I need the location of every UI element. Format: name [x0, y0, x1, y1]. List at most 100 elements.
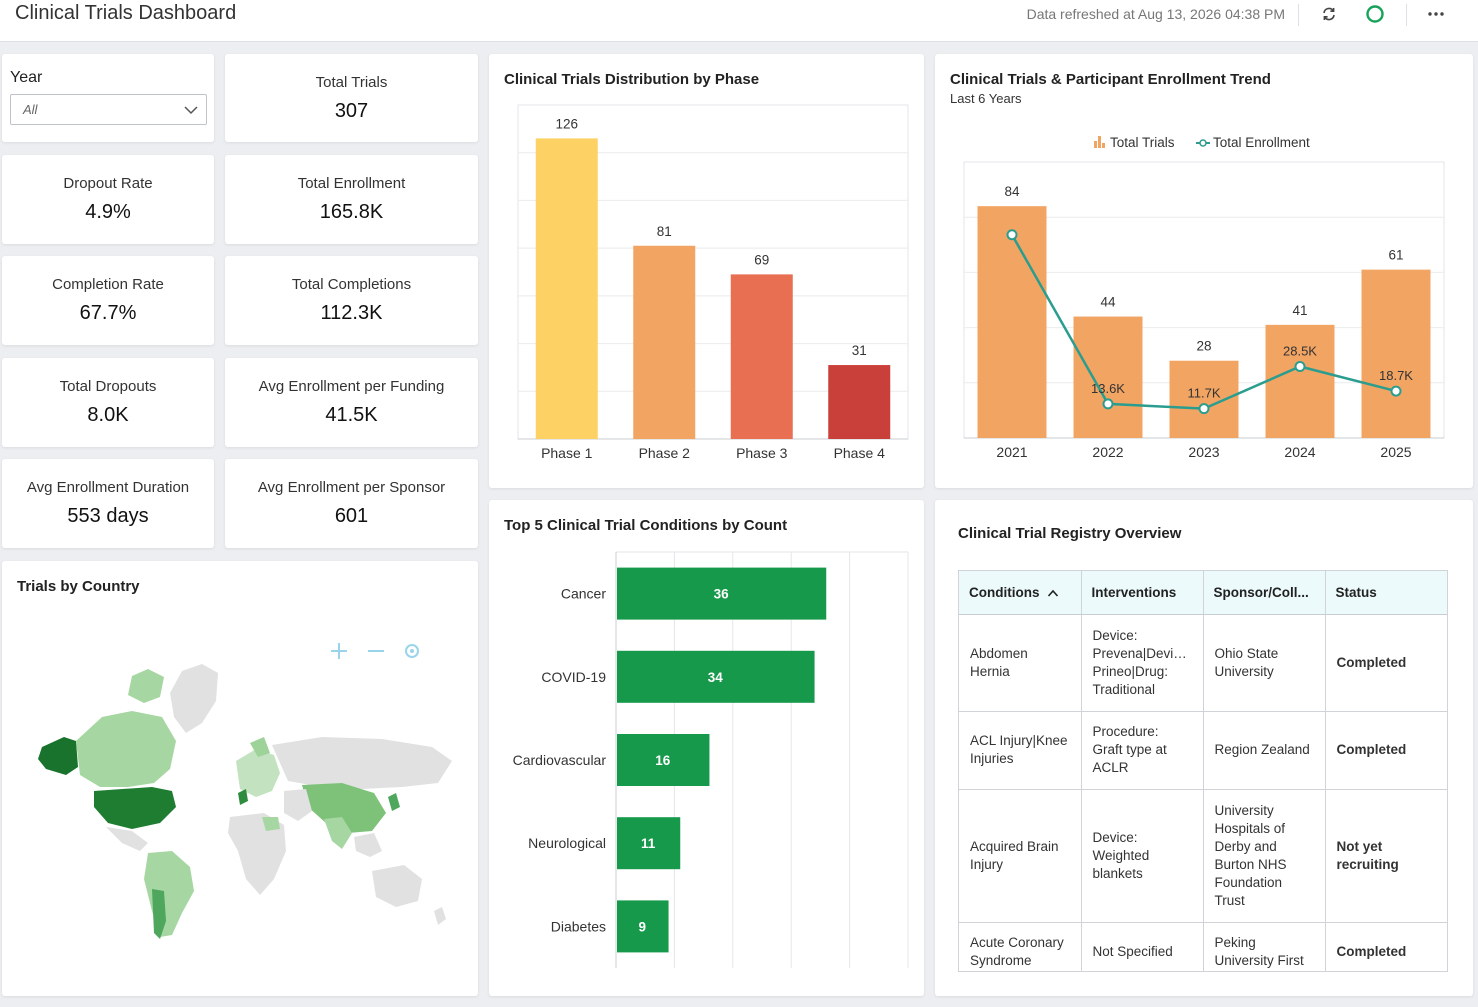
data-label: 9 — [639, 919, 647, 934]
world-map[interactable] — [2, 561, 478, 996]
cell-condition: Acute Coronary Syndrome — [959, 922, 1082, 971]
country-middle-east[interactable] — [284, 789, 312, 821]
kpi-total-enrollment: Total Enrollment 165.8K — [225, 155, 478, 244]
country-alaska[interactable] — [38, 737, 78, 775]
country-japan[interactable] — [388, 793, 400, 811]
country-southeast-asia[interactable] — [354, 833, 382, 857]
cell-sponsor: Peking University First — [1203, 922, 1326, 971]
country-argentina[interactable] — [152, 889, 166, 939]
country-brazil[interactable] — [144, 851, 194, 937]
cell-intervention: Procedure: Graft type at ACLR — [1081, 711, 1204, 790]
tick-label: Cardiovascular — [513, 752, 607, 768]
trend-chart-card: Clinical Trials & Participant Enrollment… — [935, 54, 1473, 488]
legend-total-enrollment[interactable]: Total Enrollment — [1196, 135, 1310, 150]
bar-phase-2 — [633, 245, 696, 439]
table-row[interactable]: Acute Coronary Syndrome Not Specified Pe… — [959, 922, 1447, 971]
country-greenland[interactable] — [170, 664, 218, 733]
kpi-label: Avg Enrollment Duration — [26, 479, 190, 496]
status-circle-icon[interactable] — [1364, 3, 1386, 25]
phase-chart-card: Clinical Trials Distribution by Phase 12… — [489, 54, 924, 488]
kpi-avg-enrollment-funding: Avg Enrollment per Funding 41.5K — [225, 358, 478, 447]
kpi-total-trials: Total Trials 307 — [225, 54, 478, 142]
country-canada[interactable] — [76, 711, 176, 787]
year-dropdown[interactable]: All — [10, 94, 207, 125]
country-africa[interactable] — [228, 813, 286, 895]
column-header-status[interactable]: Status — [1325, 571, 1447, 615]
kpi-value: 553 days — [67, 505, 149, 527]
data-refreshed-text: Data refreshed at Aug 13, 2026 04:38 PM — [1026, 6, 1285, 22]
cell-condition: Abdomen Hernia — [959, 614, 1082, 712]
country-egypt[interactable] — [262, 817, 280, 831]
cell-sponsor: Region Zealand — [1203, 711, 1326, 790]
country-india[interactable] — [324, 817, 352, 849]
country-canada-north[interactable] — [128, 669, 164, 703]
kpi-label: Completion Rate — [52, 276, 164, 293]
country-usa[interactable] — [94, 787, 176, 829]
zoom-in-icon[interactable] — [331, 643, 347, 659]
bar-data-label: 44 — [1100, 295, 1116, 310]
phase-chart-title: Clinical Trials Distribution by Phase — [504, 71, 760, 88]
bar-cardiovascular — [617, 734, 710, 786]
enrollment-point — [1294, 360, 1306, 372]
country-new-zealand[interactable] — [434, 907, 446, 925]
year-filter-card: Year All — [2, 54, 214, 142]
registry-title: Clinical Trial Registry Overview — [958, 525, 1182, 542]
tick-label: 2024 — [1284, 444, 1315, 460]
data-label: 16 — [655, 753, 671, 768]
country-australia[interactable] — [372, 865, 422, 907]
kpi-value: 601 — [334, 505, 369, 527]
kpi-label: Total Trials — [315, 73, 388, 91]
country-europe[interactable] — [236, 749, 280, 797]
tick-label: Cancer — [561, 586, 606, 602]
table-header-row: Conditions Interventions Sponsor/Coll...… — [959, 571, 1447, 615]
kpi-label: Total Enrollment — [297, 175, 406, 192]
legend-total-trials[interactable]: Total Trials — [1094, 135, 1175, 150]
bar-covid-19 — [617, 650, 815, 703]
sort-ascending-icon — [1048, 589, 1059, 597]
column-header-interventions[interactable]: Interventions — [1081, 571, 1204, 615]
data-label: 36 — [714, 587, 730, 602]
reset-map-icon[interactable] — [405, 644, 419, 658]
country-russia[interactable] — [272, 737, 452, 789]
country-scandinavia[interactable] — [250, 737, 270, 757]
registry-table: Conditions Interventions Sponsor/Coll...… — [958, 570, 1448, 972]
cell-intervention: Not Specified — [1081, 922, 1204, 971]
divider — [1298, 4, 1299, 26]
header-bar: Clinical Trials Dashboard Data refreshed… — [0, 0, 1478, 42]
bar-chart-icon — [1094, 141, 1097, 148]
country-china[interactable] — [302, 783, 386, 833]
tick-label: Phase 2 — [639, 445, 691, 461]
tick-label: 2023 — [1188, 444, 1219, 460]
bar-2022 — [1073, 316, 1143, 438]
tick-label: Phase 3 — [736, 445, 788, 461]
kpi-total-dropouts: Total Dropouts 8.0K — [2, 358, 214, 447]
cell-status: Not yet recruiting — [1325, 789, 1447, 923]
kpi-completion-rate: Completion Rate 67.7% — [2, 256, 214, 345]
kpi-avg-enrollment-duration: Avg Enrollment Duration 553 days — [2, 459, 214, 548]
kpi-label: Avg Enrollment per Sponsor — [257, 479, 446, 496]
kpi-label: Total Completions — [291, 276, 412, 293]
bar-data-label: 61 — [1388, 248, 1403, 263]
column-header-conditions[interactable]: Conditions — [959, 571, 1082, 615]
conditions-chart-card: Top 5 Clinical Trial Conditions by Count… — [489, 500, 924, 996]
bar-2024 — [1265, 324, 1335, 438]
bar-diabetes — [617, 900, 669, 953]
table-row[interactable]: Acquired Brain Injury Device: Weighted b… — [959, 789, 1447, 923]
refresh-icon[interactable] — [1318, 3, 1340, 25]
tick-label: Phase 1 — [541, 445, 593, 461]
table-row[interactable]: ACL Injury|Knee Injuries Procedure: Graf… — [959, 711, 1447, 790]
table-row[interactable]: Abdomen Hernia Device: Prevena|Devi… Pri… — [959, 614, 1447, 712]
enrollment-point — [1390, 385, 1402, 397]
country-mexico[interactable] — [106, 827, 148, 851]
data-label: 69 — [754, 252, 769, 267]
column-header-sponsor[interactable]: Sponsor/Coll... — [1203, 571, 1326, 615]
data-label: 31 — [852, 343, 867, 358]
legend-label: Total Enrollment — [1213, 135, 1310, 150]
country-uk[interactable] — [238, 789, 248, 805]
line-data-label: 18.7K — [1379, 368, 1413, 383]
tick-label: Diabetes — [551, 918, 606, 934]
more-icon[interactable] — [1425, 3, 1447, 25]
bar-data-label: 28 — [1196, 339, 1211, 354]
divider — [1406, 4, 1407, 26]
cell-condition: ACL Injury|Knee Injuries — [959, 711, 1082, 790]
